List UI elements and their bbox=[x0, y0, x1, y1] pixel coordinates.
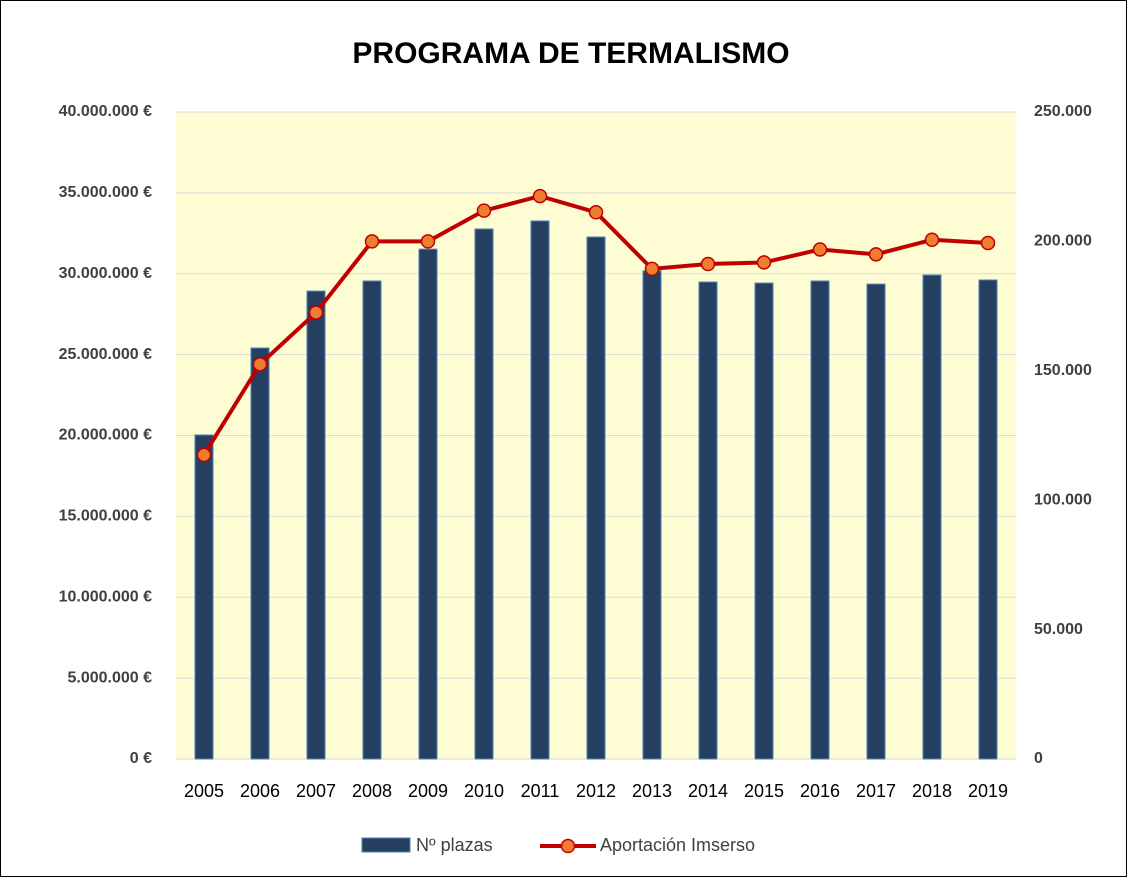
line-marker bbox=[364, 234, 380, 249]
line-marker bbox=[308, 305, 324, 320]
x-tick-label: 2017 bbox=[856, 781, 896, 801]
y2-tick-label: 50.000 bbox=[1034, 621, 1083, 638]
line-marker bbox=[812, 242, 828, 257]
x-tick-label: 2011 bbox=[521, 781, 560, 801]
x-tick-label: 2006 bbox=[240, 781, 280, 801]
bar bbox=[978, 279, 998, 760]
line-marker bbox=[588, 205, 604, 220]
y-tick-label: 35.000.000 € bbox=[59, 184, 153, 201]
x-tick-label: 2010 bbox=[464, 781, 504, 801]
line-marker bbox=[868, 247, 884, 262]
x-tick-label: 2016 bbox=[800, 781, 840, 801]
y-tick-label: 20.000.000 € bbox=[59, 427, 153, 444]
x-tick-label: 2008 bbox=[352, 781, 392, 801]
y2-tick-label: 100.000 bbox=[1034, 491, 1092, 508]
x-tick-label: 2007 bbox=[296, 781, 336, 801]
line-marker bbox=[924, 232, 940, 248]
bar bbox=[810, 280, 830, 760]
y-tick-label: 25.000.000 € bbox=[59, 346, 153, 363]
x-tick-label: 2013 bbox=[632, 781, 672, 801]
x-tick-label: 2012 bbox=[576, 781, 616, 801]
x-tick-label: 2019 bbox=[968, 781, 1008, 801]
line-marker bbox=[980, 235, 996, 251]
legend-swatch bbox=[361, 837, 411, 853]
legend-label: Nº plazas bbox=[416, 835, 493, 855]
bar bbox=[586, 236, 606, 760]
bar bbox=[754, 282, 774, 760]
bar bbox=[866, 283, 886, 760]
bar bbox=[306, 290, 326, 760]
bar bbox=[194, 434, 214, 760]
bar bbox=[642, 270, 662, 760]
bar bbox=[250, 347, 270, 760]
y2-tick-label: 0 bbox=[1034, 750, 1043, 767]
bar bbox=[922, 274, 942, 760]
legend-marker bbox=[560, 838, 576, 854]
legend-label: Aportación Imserso bbox=[600, 835, 755, 855]
x-tick-label: 2009 bbox=[408, 781, 448, 801]
x-tick-label: 2015 bbox=[744, 781, 784, 801]
x-tick-label: 2018 bbox=[912, 781, 952, 801]
chart-title: PROGRAMA DE TERMALISMO bbox=[352, 37, 789, 70]
bar bbox=[418, 248, 438, 760]
y-tick-label: 5.000.000 € bbox=[67, 669, 152, 686]
line-marker bbox=[252, 357, 268, 372]
y-tick-label: 15.000.000 € bbox=[59, 508, 153, 525]
x-tick-label: 2005 bbox=[184, 781, 224, 801]
line-marker bbox=[476, 203, 492, 218]
y-tick-label: 10.000.000 € bbox=[59, 588, 153, 605]
line-marker bbox=[196, 447, 212, 463]
y-tick-label: 0 € bbox=[130, 750, 152, 767]
line-marker bbox=[420, 234, 436, 249]
line-marker bbox=[532, 188, 548, 204]
line-marker bbox=[644, 261, 660, 277]
y-tick-label: 30.000.000 € bbox=[59, 265, 153, 282]
x-tick-label: 2014 bbox=[688, 781, 728, 801]
y2-tick-label: 250.000 bbox=[1034, 103, 1092, 120]
bar bbox=[698, 281, 718, 760]
line-marker bbox=[756, 255, 772, 270]
bar bbox=[474, 228, 494, 760]
line-marker bbox=[700, 256, 716, 272]
y2-tick-label: 200.000 bbox=[1034, 233, 1092, 250]
bar bbox=[530, 220, 550, 760]
bar bbox=[362, 280, 382, 760]
y-tick-label: 40.000.000 € bbox=[59, 103, 153, 120]
y2-tick-label: 150.000 bbox=[1034, 362, 1092, 379]
